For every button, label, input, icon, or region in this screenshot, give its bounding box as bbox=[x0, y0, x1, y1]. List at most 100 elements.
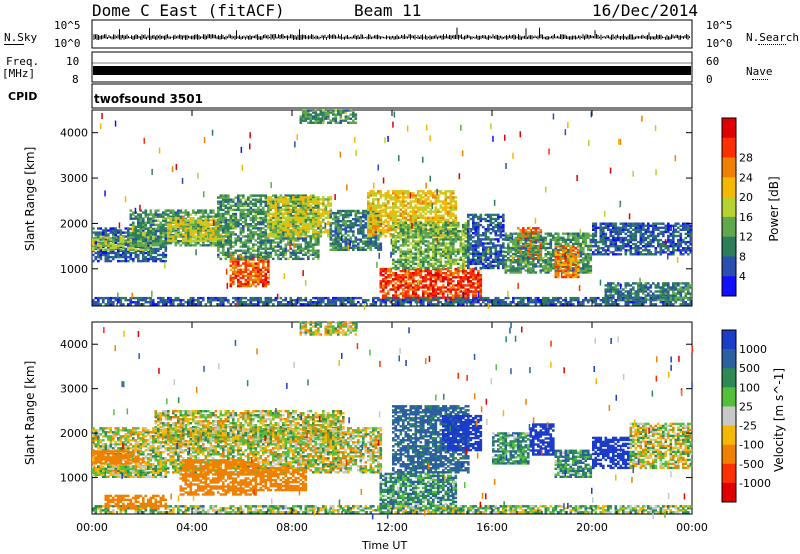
heatmap-cell bbox=[257, 253, 260, 256]
heatmap-cell bbox=[209, 219, 213, 222]
heatmap-cell bbox=[182, 237, 185, 240]
heatmap-cell bbox=[427, 223, 430, 227]
heatmap-cell bbox=[262, 212, 265, 216]
heatmap-cell bbox=[304, 233, 308, 236]
heatmap-cell bbox=[449, 254, 453, 257]
heatmap-cell bbox=[449, 208, 453, 211]
heatmap-cell bbox=[409, 228, 413, 231]
heatmap-cell bbox=[272, 222, 275, 226]
heatmap-cell bbox=[447, 260, 450, 263]
heatmap-cell bbox=[444, 190, 448, 193]
heatmap-cell bbox=[379, 274, 383, 277]
heatmap-cell bbox=[189, 229, 193, 232]
heatmap-cell bbox=[327, 212, 330, 215]
heatmap-cell bbox=[464, 225, 468, 229]
heatmap-cell bbox=[347, 211, 350, 215]
heatmap-cell bbox=[277, 224, 280, 228]
heatmap-cell bbox=[417, 214, 420, 217]
heatmap-cell bbox=[224, 231, 228, 234]
heatmap-cell bbox=[337, 248, 340, 251]
heatmap-cell bbox=[152, 231, 155, 235]
heatmap-cell bbox=[414, 234, 418, 237]
heatmap-cell bbox=[369, 240, 373, 243]
heatmap-cell bbox=[454, 262, 458, 266]
heatmap-cell bbox=[152, 242, 155, 245]
heatmap-cell bbox=[189, 221, 193, 224]
heatmap-cell bbox=[349, 228, 353, 231]
heatmap-cell bbox=[319, 226, 323, 230]
heatmap-cell bbox=[457, 225, 460, 229]
heatmap-cell bbox=[377, 190, 380, 193]
heatmap-cell bbox=[274, 253, 278, 256]
heatmap-cell bbox=[462, 250, 465, 253]
heatmap-cell bbox=[229, 257, 233, 261]
heatmap-cell bbox=[132, 259, 135, 263]
heatmap-cell bbox=[399, 264, 403, 268]
heatmap-cell bbox=[439, 214, 443, 217]
heatmap-cell bbox=[467, 248, 470, 251]
heatmap-cell bbox=[344, 224, 348, 227]
heatmap-cell bbox=[184, 217, 188, 220]
heatmap-cell bbox=[309, 210, 313, 214]
heatmap-cell bbox=[439, 190, 443, 193]
heatmap-cell bbox=[172, 211, 175, 214]
heatmap-cell bbox=[139, 223, 143, 227]
heatmap-cell bbox=[307, 208, 310, 211]
heatmap-cell bbox=[432, 264, 435, 268]
heatmap-cell bbox=[467, 288, 470, 291]
heatmap-cell bbox=[297, 230, 300, 234]
heatmap-cell bbox=[307, 243, 310, 246]
heatmap-cell bbox=[187, 225, 190, 229]
heatmap-cell bbox=[122, 236, 125, 239]
heatmap-cell bbox=[412, 260, 415, 263]
heatmap-cell bbox=[417, 206, 420, 209]
heatmap-cell bbox=[449, 228, 453, 231]
heatmap-cell bbox=[397, 218, 400, 222]
heatmap-cell bbox=[249, 202, 253, 205]
heatmap-cell bbox=[342, 215, 345, 219]
heatmap-cell bbox=[304, 224, 308, 228]
heatmap-cell bbox=[314, 196, 318, 199]
heatmap-cell bbox=[432, 266, 435, 270]
heatmap-cell bbox=[162, 245, 165, 249]
heatmap-cell bbox=[107, 255, 110, 259]
heatmap-cell bbox=[139, 248, 143, 251]
heatmap-cell bbox=[127, 238, 130, 241]
heatmap-cell bbox=[277, 210, 280, 214]
heatmap-cell bbox=[322, 230, 325, 234]
heatmap-cell bbox=[389, 212, 393, 215]
heatmap-cell bbox=[224, 212, 228, 216]
heatmap-cell bbox=[267, 202, 270, 205]
heatmap-cell bbox=[239, 194, 243, 197]
heatmap-cell bbox=[429, 292, 433, 295]
heatmap-cell bbox=[372, 228, 375, 232]
heatmap-cell bbox=[309, 241, 313, 244]
heatmap-cell bbox=[134, 227, 138, 230]
heatmap-cell bbox=[419, 254, 423, 257]
heatmap-cell bbox=[227, 231, 230, 234]
heatmap-cell bbox=[164, 259, 168, 263]
heatmap-cell bbox=[152, 247, 155, 251]
heatmap-cell bbox=[417, 286, 420, 289]
freq-label: Freq. bbox=[6, 55, 40, 68]
heatmap-cell bbox=[124, 241, 128, 244]
heatmap-cell bbox=[269, 218, 273, 222]
heatmap-cell bbox=[172, 239, 175, 242]
heatmap-cell bbox=[419, 214, 423, 217]
heatmap-cell bbox=[442, 254, 445, 257]
heatmap-cell bbox=[417, 284, 420, 287]
heatmap-cell bbox=[454, 232, 458, 235]
heatmap-cell bbox=[387, 276, 390, 279]
heatmap-cell bbox=[442, 244, 445, 247]
heatmap-cell bbox=[467, 221, 470, 225]
heatmap-cell bbox=[437, 214, 440, 217]
heatmap-cell bbox=[459, 294, 463, 297]
heatmap-cell bbox=[124, 255, 128, 259]
heatmap-cell bbox=[279, 237, 283, 240]
heatmap-cell bbox=[399, 254, 403, 257]
heatmap-cell bbox=[139, 233, 143, 237]
heatmap-cell bbox=[339, 224, 343, 227]
heatmap-cell bbox=[339, 248, 343, 251]
heatmap-cell bbox=[254, 266, 258, 269]
heatmap-cell bbox=[387, 282, 390, 285]
